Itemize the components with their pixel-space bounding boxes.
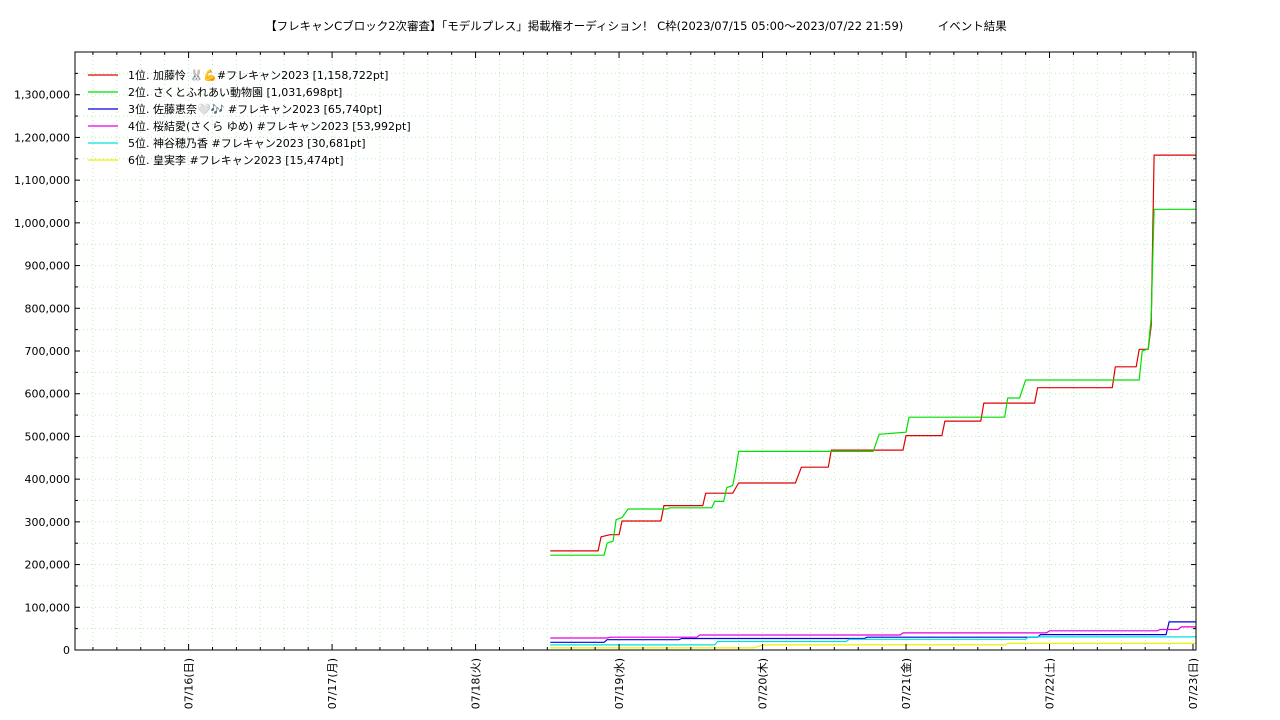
series-line-2 — [550, 208, 1196, 556]
y-tick-label: 0 — [63, 644, 70, 657]
y-tick-label: 600,000 — [25, 388, 71, 401]
legend-label-1: 1位. 加藤怜 🐰💪#フレキャン2023 [1,158,722pt] — [128, 68, 388, 82]
axes: 0 100,000 200,000 300,000 400,000 500,000 600,… — [14, 51, 1200, 709]
y-tick-label: 900,000 — [25, 260, 71, 273]
grid — [75, 52, 1196, 650]
legend: 1位. 加藤怜 🐰💪#フレキャン2023 [1,158,722pt] 2位. さく… — [88, 68, 411, 167]
chart-title: 【フレキャンCブロック2次審査】「モデルプレス」掲載権オーディション！ C枠(2… — [265, 19, 1007, 33]
y-tick-label: 200,000 — [25, 559, 71, 572]
y-tick-label: 300,000 — [25, 516, 71, 529]
legend-label-4: 4位. 桜結愛(さくら ゆめ) #フレキャン2023 [53,992pt] — [128, 119, 411, 133]
x-tick-label: 07/20(木) — [757, 658, 770, 709]
legend-label-2: 2位. さくとふれあい動物園 [1,031,698pt] — [128, 85, 342, 99]
x-tick-label: 07/23(日) — [1187, 658, 1200, 709]
series-line-6 — [550, 642, 1196, 649]
series-line-5 — [550, 636, 1196, 646]
legend-label-3: 3位. 佐藤恵奈🤍🎶 #フレキャン2023 [65,740pt] — [128, 102, 382, 116]
series-line-4 — [550, 626, 1196, 639]
x-tick-label: 07/17(月) — [326, 658, 339, 709]
y-tick-label: 1,300,000 — [14, 89, 70, 102]
y-tick-label: 1,200,000 — [14, 131, 70, 144]
series-line-1 — [550, 154, 1196, 552]
x-tick-label: 07/21(金) — [899, 658, 913, 709]
y-tick-label: 700,000 — [25, 345, 71, 358]
series-line-3 — [550, 621, 1196, 643]
y-tick-label: 100,000 — [25, 601, 71, 614]
y-tick-label: 400,000 — [25, 473, 71, 486]
x-tick-label: 07/22(土) — [1044, 658, 1057, 709]
y-tick-label: 800,000 — [25, 302, 71, 315]
y-tick-label: 1,100,000 — [14, 174, 70, 187]
legend-label-5: 5位. 神谷穂乃香 #フレキャン2023 [30,681pt] — [128, 136, 366, 150]
x-tick-label: 07/18(火) — [470, 658, 483, 709]
series-layer — [550, 154, 1196, 649]
legend-label-6: 6位. 皇実李 #フレキャン2023 [15,474pt] — [128, 153, 344, 167]
y-tick-label: 500,000 — [25, 430, 71, 443]
x-tick-label: 07/19(水) — [613, 658, 626, 709]
y-tick-label: 1,000,000 — [14, 217, 70, 230]
x-tick-label: 07/16(日) — [183, 658, 196, 709]
